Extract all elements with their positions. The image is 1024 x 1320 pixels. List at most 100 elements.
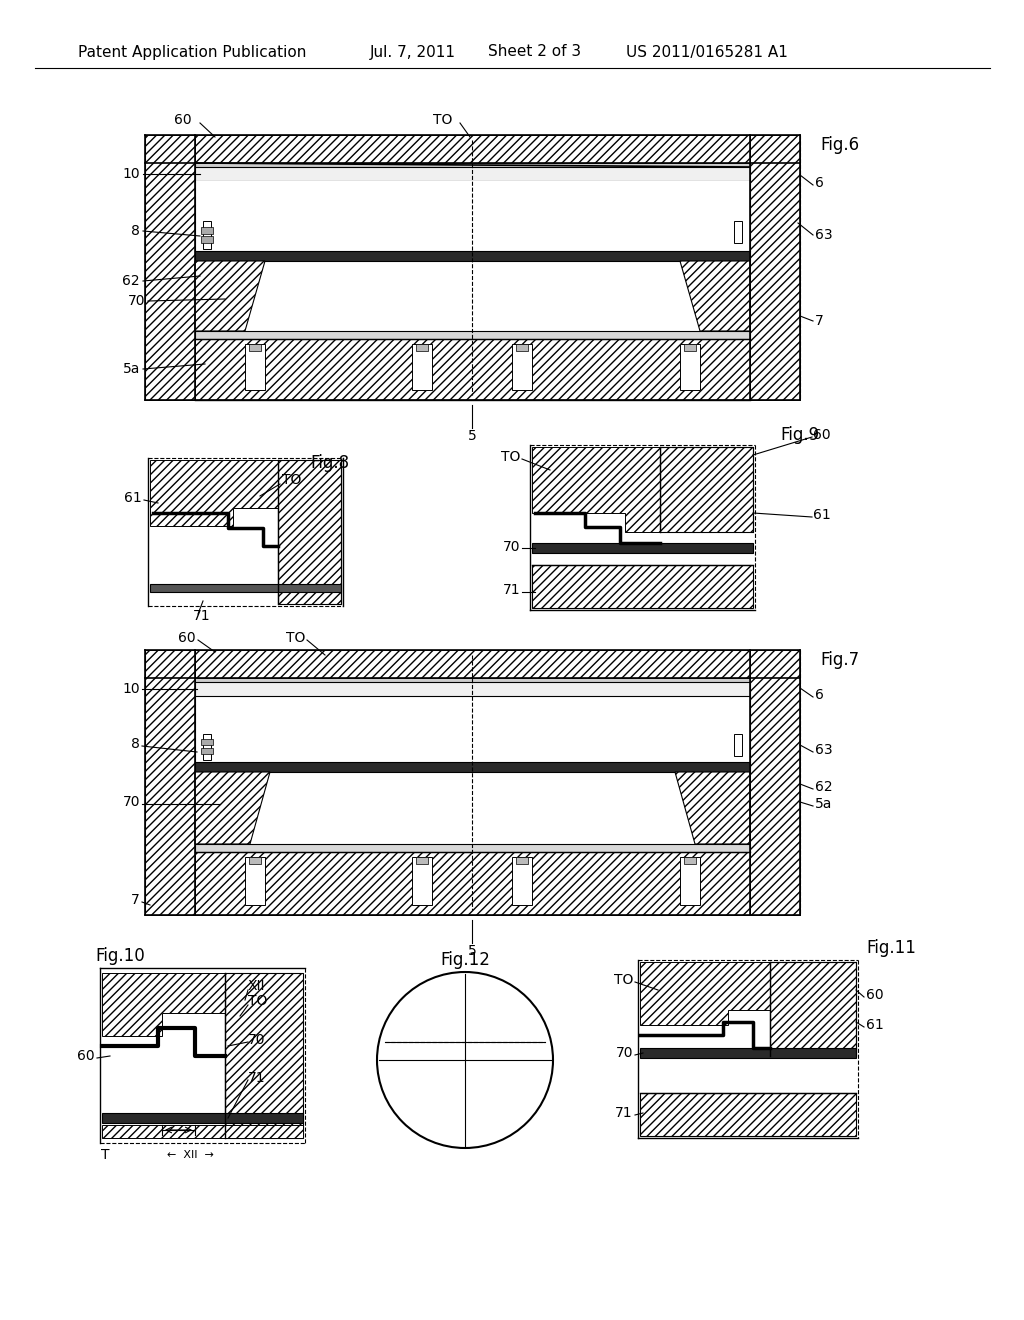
Bar [195,181,750,251]
Text: Fig.7: Fig.7 [820,651,859,669]
Text: 62: 62 [123,275,140,288]
Text: TO: TO [282,473,301,487]
Bar [102,1125,303,1138]
Text: 61: 61 [866,1018,884,1032]
Text: Fig.6: Fig.6 [820,136,859,154]
Bar [245,345,265,389]
Polygon shape [675,772,750,843]
Text: 61: 61 [813,508,830,521]
Text: 71: 71 [193,609,211,623]
Text: 10: 10 [123,682,140,696]
Text: Fig.12: Fig.12 [440,950,489,969]
Bar [195,762,750,772]
Text: 60: 60 [78,1049,95,1063]
Text: 62: 62 [815,780,833,795]
Polygon shape [102,973,225,1036]
Text: TO: TO [248,994,267,1008]
Polygon shape [150,459,278,525]
Bar [195,251,750,261]
Bar [684,345,696,351]
Bar [734,734,742,756]
Bar [750,649,800,915]
Polygon shape [680,261,750,331]
Text: Sheet 2 of 3: Sheet 2 of 3 [488,45,582,59]
Text: 6: 6 [815,176,824,190]
Text: 8: 8 [131,224,140,238]
Bar [203,220,211,249]
Text: 5: 5 [468,429,476,444]
Bar [150,583,341,591]
Text: 8: 8 [131,737,140,751]
Bar [195,162,750,168]
Text: TO: TO [613,973,633,987]
Text: Fig.11: Fig.11 [866,939,915,957]
Text: 6: 6 [815,688,824,702]
Text: 63: 63 [815,743,833,756]
Polygon shape [640,962,770,1026]
Bar [512,857,532,906]
Bar [195,168,750,181]
Bar [660,447,753,532]
Text: 5a: 5a [815,797,833,810]
Bar [195,331,750,339]
Text: 70: 70 [128,294,145,308]
Text: 60: 60 [178,631,196,645]
Text: 61: 61 [124,491,142,506]
Bar [516,857,528,865]
Text: 7: 7 [131,894,140,907]
Bar [203,734,211,760]
Bar [201,739,213,744]
Bar [195,843,750,851]
Bar [640,1048,856,1059]
Bar [145,135,195,400]
Text: 70: 70 [123,795,140,809]
Bar [145,649,800,678]
Text: 60: 60 [813,428,830,442]
Bar [416,345,428,351]
Text: TO: TO [501,450,520,465]
Text: Fig.10: Fig.10 [95,946,144,965]
Text: 5a: 5a [123,362,140,376]
Bar [278,459,341,605]
Bar [195,339,750,400]
Text: XII: XII [248,979,265,993]
Bar [102,1113,303,1123]
Polygon shape [195,772,270,843]
Bar [195,682,750,696]
Bar [640,1093,856,1137]
Text: Jul. 7, 2011: Jul. 7, 2011 [370,45,456,59]
Text: 71: 71 [615,1106,633,1119]
Polygon shape [382,1027,548,1041]
Bar [145,135,800,162]
Bar [532,543,753,553]
Bar [416,857,428,865]
Text: 70: 70 [615,1045,633,1060]
Bar [412,345,432,389]
Text: 10: 10 [123,168,140,181]
Text: TO: TO [286,631,305,645]
Bar [516,345,528,351]
Text: Fig.8: Fig.8 [310,454,349,473]
Bar [249,345,261,351]
Text: TO: TO [432,114,452,127]
Text: 71: 71 [503,583,520,597]
Text: ←  XII  →: ← XII → [167,1150,214,1160]
Text: Fig.9: Fig.9 [780,426,819,444]
Text: 71: 71 [248,1071,265,1085]
Text: 70: 70 [503,540,520,554]
Bar [532,565,753,609]
Bar [201,236,213,243]
Bar [249,857,261,865]
Bar [734,220,742,243]
Bar [195,678,750,682]
Bar [684,857,696,865]
Bar [412,857,432,906]
Bar [750,135,800,400]
Text: T: T [100,1148,110,1162]
Bar [225,973,303,1138]
Text: 60: 60 [866,987,884,1002]
Text: 63: 63 [815,228,833,242]
Bar [512,345,532,389]
Bar [201,748,213,754]
Bar [245,857,265,906]
